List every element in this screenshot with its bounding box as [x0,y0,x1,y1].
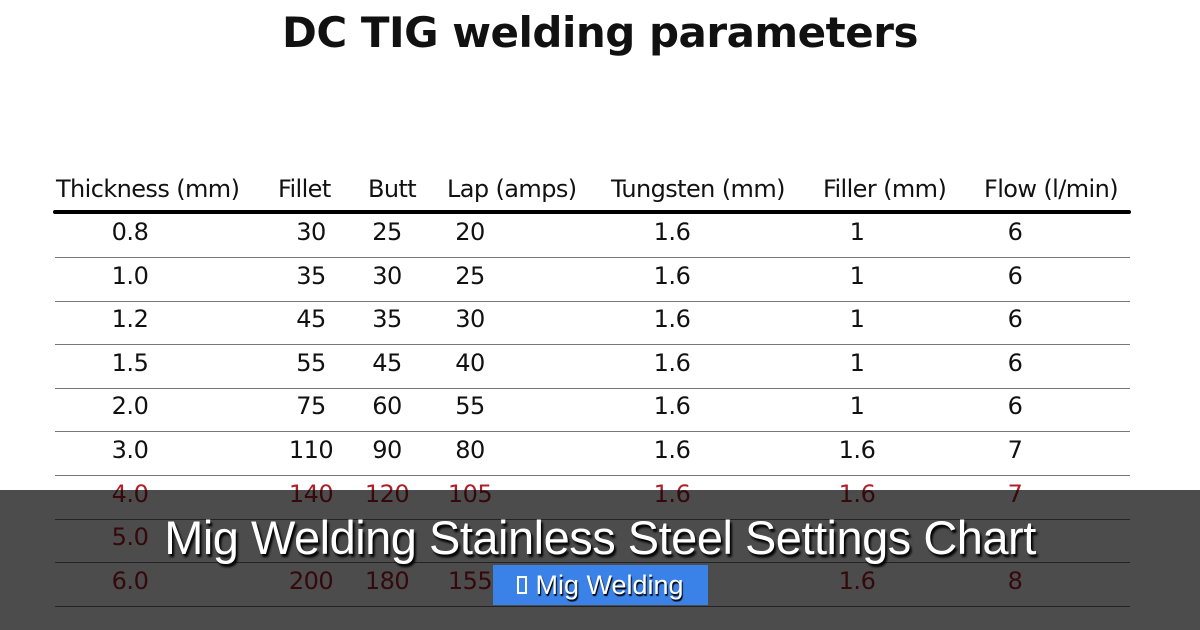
cell-fillet: 30 [296,218,326,246]
row-divider [55,344,1130,346]
cell-flow: 6 [1007,305,1023,334]
row-divider [55,257,1130,258]
cell-butt: 60 [372,392,402,421]
cell-fillet: 75 [296,392,326,421]
cell-fillet: 55 [296,348,326,377]
badge-label: Mig Welding [535,569,684,600]
cell-tungsten: 1.6 [653,261,691,290]
category-badge[interactable]: Mig Welding [493,565,708,605]
cell-filler: 1 [849,218,865,246]
cell-tungsten: 1.6 [653,218,691,246]
header-filler: Filler (mm) [823,175,947,203]
cell-tungsten: 1.6 [653,436,691,464]
cell-butt: 30 [372,261,402,290]
cell-lap: 55 [455,392,485,421]
cell-thickness: 1.2 [111,305,149,334]
cell-flow: 6 [1007,261,1023,290]
cell-thickness: 1.5 [111,348,149,377]
cell-fillet: 35 [296,261,326,290]
cell-lap: 80 [455,436,485,464]
header-flow: Flow (l/min) [984,175,1119,203]
cell-lap: 30 [455,305,485,334]
cell-butt: 35 [372,305,402,334]
folder-icon [517,576,528,594]
cell-butt: 45 [372,348,402,377]
cell-filler: 1 [849,348,865,377]
cell-thickness: 2.0 [111,392,149,421]
header-tungsten: Tungsten (mm) [611,175,785,203]
row-divider [55,300,1130,302]
header-lap: Lap (amps) [447,175,577,203]
row-divider [55,431,1130,433]
cell-flow: 6 [1007,392,1023,421]
cell-tungsten: 1.6 [653,305,691,334]
cell-lap: 40 [455,348,485,377]
cell-filler: 1 [849,305,865,334]
cell-butt: 25 [372,218,402,246]
cell-tungsten: 1.6 [653,348,691,377]
header-butt: Butt [368,175,417,203]
caption-title: Mig Welding Stainless Steel Settings Cha… [164,511,1036,564]
cell-fillet: 45 [296,305,326,334]
header-fillet: Fillet [278,175,331,203]
cell-thickness: 0.8 [111,218,149,246]
cell-lap: 25 [455,261,485,290]
cell-fillet: 110 [288,436,334,464]
cell-flow: 7 [1007,436,1023,464]
header-thickness: Thickness (mm) [56,175,240,203]
caption-overlay [0,490,1200,630]
cell-lap: 20 [455,218,485,246]
cell-filler: 1 [849,392,865,421]
header-divider [53,210,1131,214]
row-divider [55,475,1130,476]
cell-flow: 6 [1007,348,1023,377]
cell-thickness: 3.0 [111,436,149,464]
cell-flow: 6 [1007,218,1023,246]
cell-filler: 1 [849,261,865,290]
row-divider [55,387,1130,389]
page-title: DC TIG welding parameters [282,8,918,57]
cell-thickness: 1.0 [111,261,149,290]
cell-filler: 1.6 [838,436,876,464]
cell-tungsten: 1.6 [653,392,691,421]
cell-butt: 90 [372,436,402,464]
